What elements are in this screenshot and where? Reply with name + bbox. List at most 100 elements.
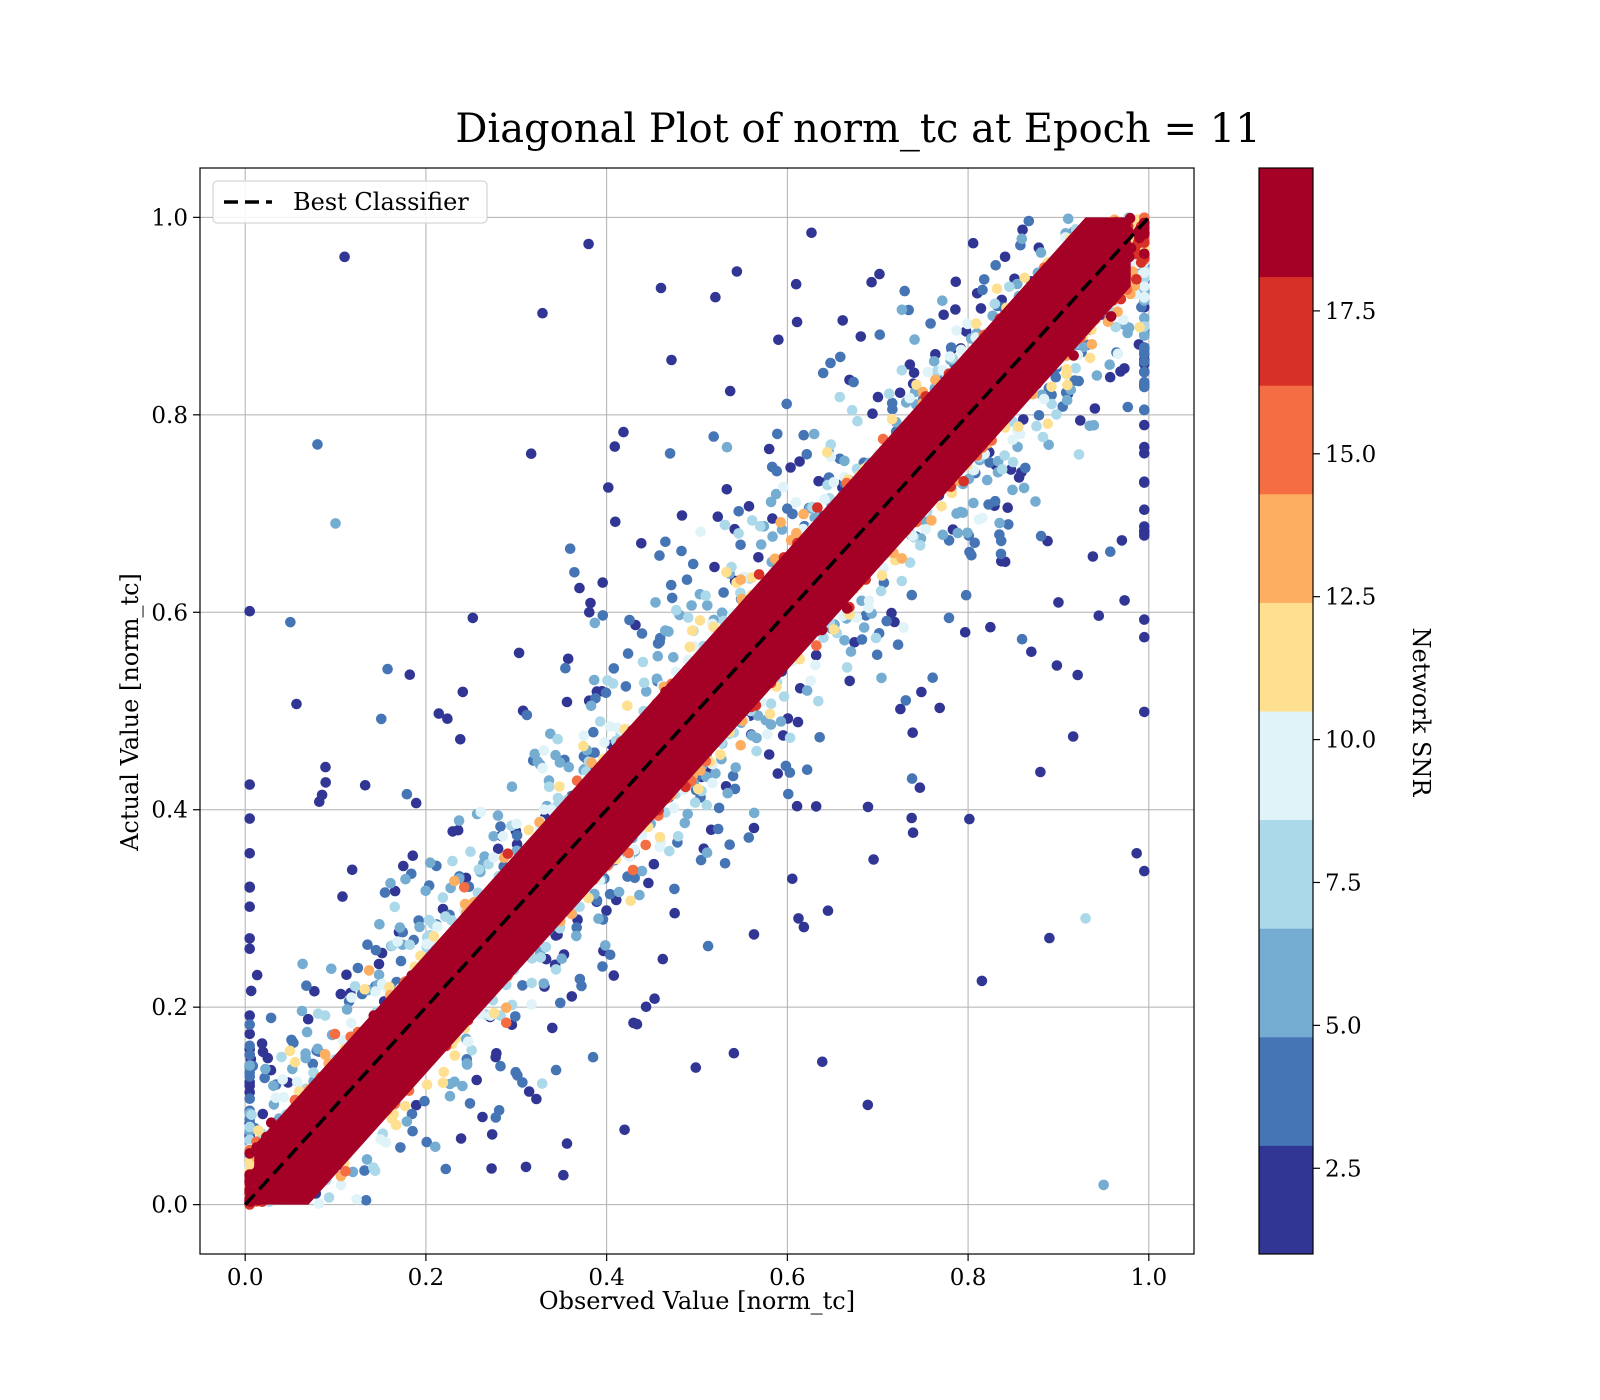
scatter-point <box>1139 330 1150 341</box>
scatter-point <box>911 379 922 391</box>
scatter-point <box>437 892 449 903</box>
scatter-point <box>1105 546 1116 557</box>
scatter-point <box>876 570 888 581</box>
scatter-point <box>351 1194 362 1205</box>
scatter-point <box>1139 706 1150 718</box>
scatter-point <box>702 940 714 952</box>
scatter-point <box>461 1059 473 1070</box>
scatter-point <box>989 495 1001 507</box>
scatter-point <box>609 441 621 452</box>
scatter-point <box>457 1080 468 1092</box>
scatter-point <box>765 698 777 709</box>
scatter-point <box>715 749 726 760</box>
scatter-point <box>806 227 817 239</box>
scatter-point <box>375 1134 386 1145</box>
scatter-point <box>244 848 255 859</box>
scatter-point <box>400 1100 411 1112</box>
scatter-point <box>1003 519 1014 530</box>
scatter-point <box>978 274 990 285</box>
scatter-point <box>386 1113 398 1124</box>
scatter-point <box>743 832 755 843</box>
scatter-point <box>793 913 804 924</box>
scatter-point <box>709 561 720 573</box>
scatter-point <box>798 429 809 441</box>
scatter-point <box>654 831 666 843</box>
scatter-point <box>555 997 566 1009</box>
scatter-point <box>1087 551 1099 562</box>
scatter-point <box>296 1005 308 1017</box>
scatter-point <box>244 1177 255 1188</box>
scatter-point <box>821 447 833 458</box>
scatter-point <box>1073 375 1084 387</box>
scatter-point <box>943 612 955 624</box>
scatter-point <box>654 550 665 561</box>
scatter-point <box>668 802 680 814</box>
scatter-point <box>554 781 565 792</box>
scatter-point <box>337 891 348 902</box>
scatter-point <box>778 481 789 493</box>
scatter-point <box>636 538 647 549</box>
scatter-point <box>341 1004 353 1015</box>
scatter-point <box>362 939 373 950</box>
scatter-point <box>462 1036 474 1047</box>
scatter-point <box>440 1163 452 1175</box>
scatter-point <box>414 921 425 933</box>
scatter-point <box>424 857 436 868</box>
scatter-point <box>999 450 1010 461</box>
scatter-point <box>722 787 733 799</box>
scatter-point <box>778 691 790 702</box>
scatter-point <box>1104 371 1116 383</box>
scatter-point <box>1139 404 1150 416</box>
scatter-point <box>452 824 464 836</box>
scatter-point <box>360 1195 372 1206</box>
scatter-point <box>525 448 537 460</box>
scatter-point <box>650 597 661 608</box>
scatter-point <box>640 1001 652 1013</box>
scatter-point <box>743 501 755 512</box>
scatter-point <box>419 1095 430 1107</box>
scatter-point <box>967 237 979 249</box>
scatter-point <box>601 905 612 916</box>
scatter-point <box>491 1048 502 1059</box>
scatter-point <box>660 625 671 636</box>
scatter-point <box>471 1074 483 1086</box>
scatter-point <box>404 939 416 951</box>
scatter-point <box>537 762 548 774</box>
scatter-point <box>1116 535 1128 546</box>
scatter-point <box>361 1154 373 1165</box>
scatter-point <box>588 726 599 738</box>
scatter-point <box>904 392 915 404</box>
scatter-point <box>828 477 840 488</box>
scatter-point <box>587 1051 599 1063</box>
scatter-point <box>968 497 979 509</box>
scatter-point <box>244 882 255 893</box>
scatter-point <box>731 266 743 277</box>
scatter-point <box>1122 401 1134 413</box>
scatter-point <box>676 545 687 557</box>
scatter-point <box>828 624 840 635</box>
scatter-point <box>775 716 787 727</box>
scatter-point <box>561 1138 573 1149</box>
scatter-point <box>730 762 741 773</box>
scatter-point <box>1013 421 1024 433</box>
scatter-point <box>863 595 875 607</box>
scatter-point <box>554 757 566 768</box>
scatter-point <box>867 408 878 420</box>
scatter-point <box>810 659 821 671</box>
scatter-point <box>817 367 829 379</box>
scatter-point <box>459 882 470 893</box>
scatter-point <box>876 672 887 684</box>
scatter-point <box>1104 359 1115 371</box>
scatter-point <box>724 385 736 397</box>
scatter-point <box>440 911 451 922</box>
scatter-point <box>428 931 440 942</box>
scatter-point <box>812 502 823 513</box>
scatter-point <box>455 1133 467 1144</box>
scatter-point <box>787 873 798 885</box>
scatter-point <box>523 824 535 836</box>
scatter-point <box>702 600 713 611</box>
scatter-point <box>277 1074 289 1085</box>
scatter-point <box>473 864 485 875</box>
scatter-point <box>1131 274 1142 285</box>
scatter-point <box>1019 272 1030 284</box>
